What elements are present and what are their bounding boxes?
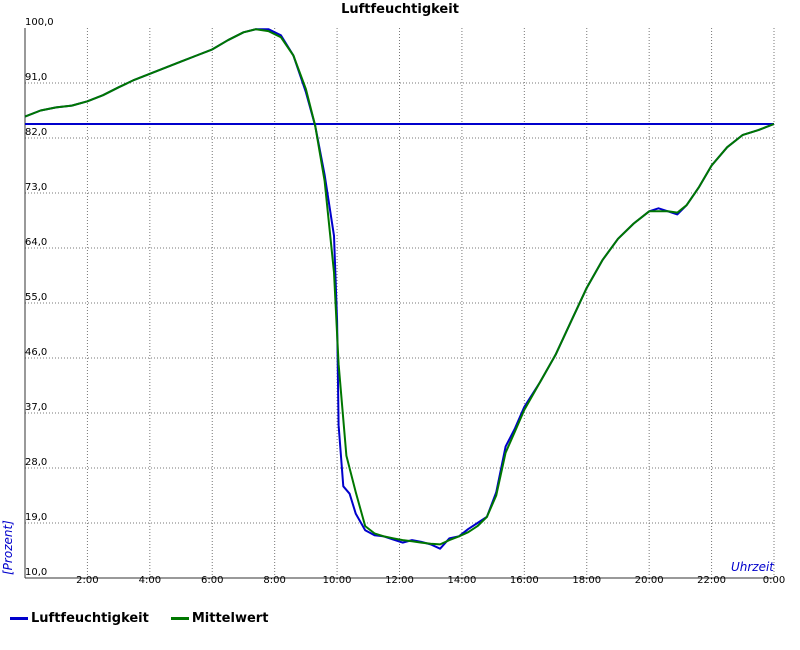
y-tick-label: 91,0 [25, 72, 47, 83]
legend-swatch-luftfeuchtigkeit [10, 616, 28, 620]
grid [25, 28, 774, 578]
legend-swatch-mittelwert [170, 616, 189, 620]
x-tick-label: 18:00 [572, 575, 601, 586]
y-tick-label: 82,0 [25, 127, 47, 138]
y-tick-label: 73,0 [25, 182, 47, 193]
tick-labels: 100,0 91,0 82,0 73,0 64,0 55,0 46,0 37,0 28,0 19,… [25, 17, 785, 586]
y-axis-label: [Prozent] [1, 520, 15, 575]
x-tick-label: 4:00 [139, 575, 161, 586]
y-tick-label: 28,0 [25, 457, 47, 468]
x-tick-label: 14:00 [448, 575, 477, 586]
x-tick-label: 0:00 [763, 575, 785, 586]
x-tick-label: 20:00 [635, 575, 664, 586]
x-tick-label: 22:00 [697, 575, 726, 586]
y-tick-label: 100,0 [25, 17, 54, 28]
series-layer [24, 28, 775, 550]
y-tick-label: 19,0 [25, 512, 47, 523]
chart-title: Luftfeuchtigkeit [341, 2, 459, 17]
y-tick-label: 37,0 [25, 402, 47, 413]
legend-item-luftfeuchtigkeit: Luftfeuchtigkeit [10, 611, 149, 626]
y-tick-label: 10,0 [25, 567, 47, 578]
x-tick-label: 12:00 [385, 575, 414, 586]
x-tick-label: 16:00 [510, 575, 539, 586]
legend: Luftfeuchtigkeit Mittelwert [10, 608, 290, 628]
y-tick-label: 64,0 [25, 237, 47, 248]
legend-label-mittelwert: Mittelwert [191, 610, 269, 626]
x-tick-label: 10:00 [323, 575, 352, 586]
axes [24, 28, 775, 579]
legend-item-mittelwert: Mittelwert [170, 610, 269, 626]
series-line-luftfeuchtigkeit [24, 28, 775, 550]
legend-label-luftfeuchtigkeit: Luftfeuchtigkeit [31, 610, 149, 626]
series-line-mittelwert [24, 28, 775, 546]
x-tick-label: 6:00 [201, 575, 223, 586]
y-tick-label: 55,0 [25, 292, 47, 303]
x-axis-label: Uhrzeit [731, 560, 775, 574]
x-tick-label: 8:00 [263, 575, 285, 586]
x-tick-label: 2:00 [76, 575, 98, 586]
y-tick-label: 46,0 [25, 347, 47, 358]
